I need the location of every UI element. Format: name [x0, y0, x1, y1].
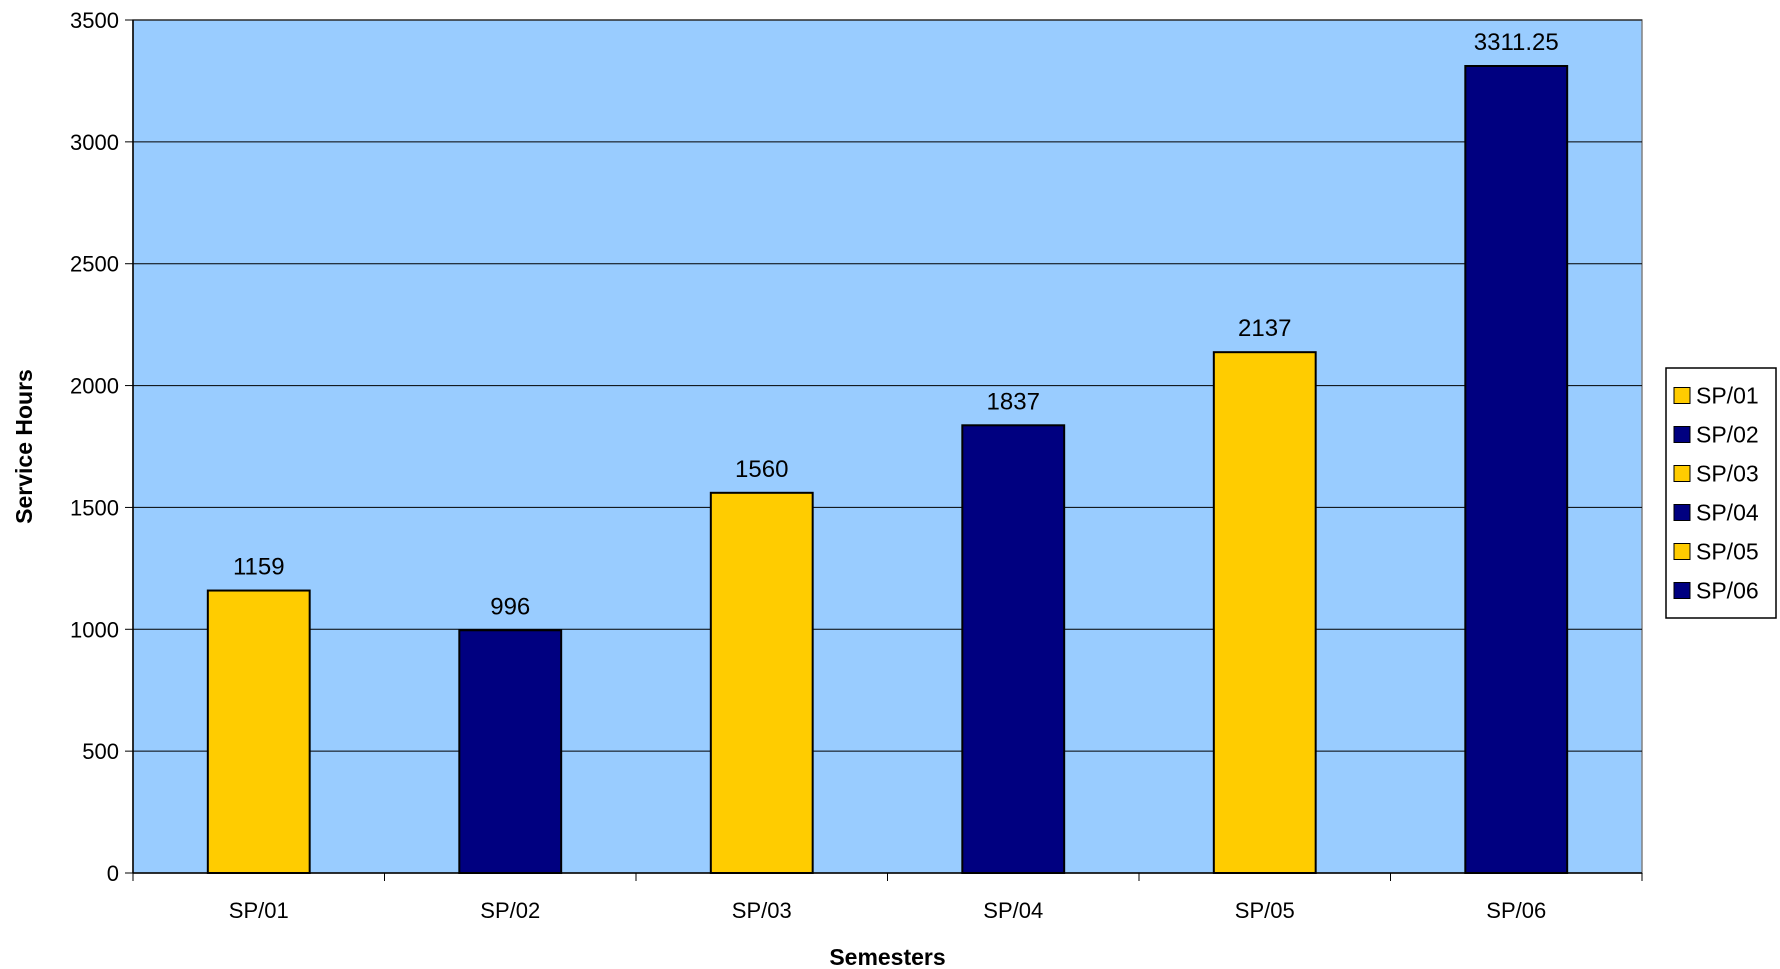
legend-swatch — [1673, 582, 1691, 599]
y-tick-label: 500 — [82, 739, 119, 764]
y-tick-label: 2000 — [70, 374, 119, 399]
legend-label: SP/04 — [1696, 500, 1759, 526]
x-axis-title: Semesters — [829, 944, 945, 969]
y-tick-label: 3000 — [70, 130, 119, 155]
data-label: 996 — [490, 593, 530, 620]
x-tick-label: SP/05 — [1235, 898, 1295, 923]
x-tick-label: SP/02 — [480, 898, 540, 923]
y-tick-label: 3500 — [70, 8, 119, 33]
data-label: 1560 — [735, 456, 788, 483]
bars — [206, 65, 1569, 874]
x-tick-label: SP/06 — [1486, 898, 1546, 923]
legend-box — [1665, 367, 1777, 619]
y-tick-label: 0 — [107, 861, 119, 886]
legend-swatch — [1673, 426, 1691, 443]
legend: SP/01 SP/02 SP/03 SP/04 SP/05 SP/06 — [1665, 367, 1777, 619]
x-tick-label: SP/01 — [229, 898, 289, 923]
legend-swatch — [1673, 543, 1691, 560]
bar — [709, 491, 814, 874]
data-label: 3311.25 — [1474, 29, 1559, 56]
data-label: 1159 — [233, 554, 285, 581]
gridlines — [133, 19, 1642, 752]
legend-swatch — [1673, 387, 1691, 404]
legend-swatch — [1673, 504, 1691, 521]
legend-label: SP/06 — [1696, 578, 1759, 604]
x-tick-label: SP/04 — [983, 898, 1043, 923]
legend-label: SP/02 — [1696, 422, 1759, 448]
x-tick-labels: SP/01 SP/02 SP/03 SP/04 SP/05 SP/06 — [229, 898, 1546, 923]
bar — [1212, 351, 1317, 874]
bar — [961, 424, 1066, 874]
y-tick-labels: 0 500 1000 1500 2000 2500 3000 3500 — [70, 8, 119, 886]
legend-swatch — [1673, 465, 1691, 482]
axes — [125, 19, 1643, 881]
bar — [1464, 65, 1569, 874]
data-label: 2137 — [1238, 315, 1291, 342]
y-tick-label: 1000 — [70, 617, 119, 642]
legend-label: SP/05 — [1696, 539, 1759, 565]
data-label: 1837 — [987, 388, 1040, 415]
plot-area — [132, 19, 1643, 874]
bar — [206, 589, 311, 874]
bar — [458, 629, 563, 874]
y-tick-label: 1500 — [70, 495, 119, 520]
y-tick-label: 2500 — [70, 252, 119, 277]
x-tick-label: SP/03 — [732, 898, 792, 923]
y-axis-title: Service Hours — [11, 369, 37, 524]
data-labels: 1159 996 1560 1837 2137 3311.25 — [233, 29, 1559, 620]
legend-label: SP/01 — [1696, 383, 1759, 409]
legend-label: SP/03 — [1696, 461, 1759, 487]
